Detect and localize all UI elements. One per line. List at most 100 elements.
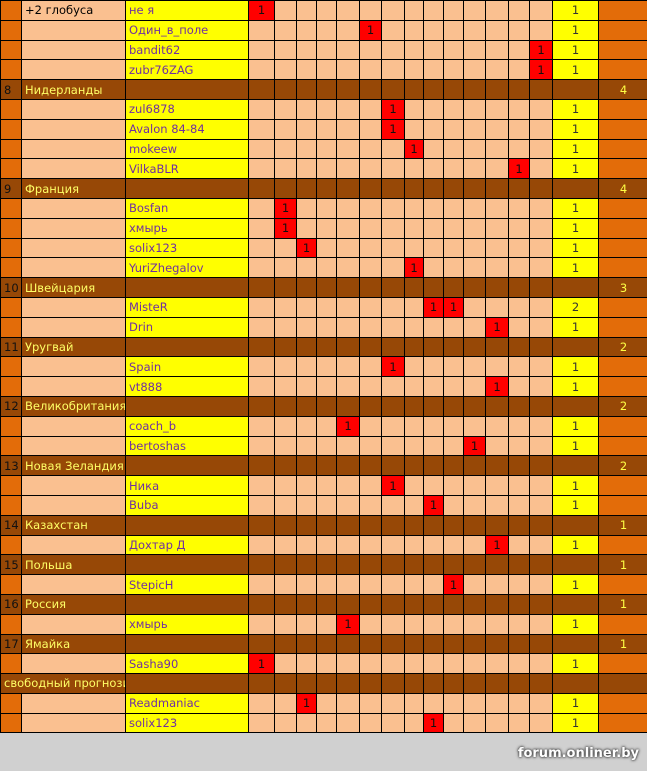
- grid-cell: [316, 653, 337, 675]
- label-cell: [21, 415, 126, 437]
- mark-cell: 1: [336, 613, 360, 635]
- grid-cell: [248, 138, 275, 160]
- grid-cell: [274, 158, 297, 180]
- grid-cell: [423, 158, 444, 180]
- grid-cell: [404, 316, 424, 338]
- grid-cell: [443, 19, 464, 41]
- grid-cell: [336, 395, 360, 417]
- grid-cell: [316, 692, 337, 714]
- rank-cell: [0, 356, 22, 378]
- grid-cell: [381, 376, 405, 397]
- grid-cell: [296, 376, 317, 397]
- label-cell: [21, 534, 126, 556]
- grid-cell: [404, 217, 424, 239]
- mark-cell: 1: [404, 257, 424, 279]
- mark-cell: 1: [529, 39, 553, 61]
- grid-cell: [359, 0, 382, 21]
- player-row: MisteR 1 1 2: [0, 296, 647, 318]
- name-cell: [125, 336, 249, 358]
- side-cell: [598, 237, 647, 259]
- mark-cell: 1: [296, 237, 317, 259]
- grid-cell: [423, 138, 444, 160]
- grid-cell: [508, 514, 530, 536]
- grid-cell: [508, 633, 530, 655]
- grid-cell: [485, 435, 509, 457]
- grid-cell: [485, 217, 509, 239]
- grid-cell: [248, 98, 275, 120]
- grid-cell: [404, 0, 424, 21]
- rank-cell: [0, 712, 22, 734]
- player-row: Sasha90 1 1: [0, 653, 647, 675]
- grid-cell: [336, 0, 360, 21]
- grid-cell: [381, 415, 405, 437]
- grid-cell: [508, 613, 530, 635]
- grid-cell: [529, 673, 553, 694]
- grid-cell: [296, 98, 317, 120]
- rank-cell: [0, 217, 22, 239]
- grid-cell: [359, 455, 382, 477]
- grid-cell: [443, 197, 464, 219]
- grid-cell: [248, 554, 275, 576]
- grid-cell: [463, 0, 486, 21]
- grid-cell: [336, 316, 360, 338]
- label-cell: [21, 257, 126, 279]
- grid-cell: [423, 277, 444, 298]
- grid-cell: [359, 395, 382, 417]
- grid-cell: [529, 395, 553, 417]
- mark-cell: 1: [423, 296, 444, 318]
- grid-cell: [359, 79, 382, 100]
- player-total: 1: [552, 692, 599, 714]
- player-row: Drin 1 1: [0, 316, 647, 338]
- grid-cell: [404, 395, 424, 417]
- player-name: MisteR: [125, 296, 249, 318]
- side-cell: [598, 475, 647, 496]
- predictions-table: +2 глобуса не я 1 1 Один_в_поле 1 1 bandit62 1 1 z…: [0, 0, 647, 734]
- grid-cell: [463, 376, 486, 397]
- grid-cell: [404, 435, 424, 457]
- grid-cell: [359, 277, 382, 298]
- grid-cell: [443, 613, 464, 635]
- grid-cell: [485, 178, 509, 199]
- grid-cell: [463, 653, 486, 675]
- grid-cell: [485, 415, 509, 437]
- grid-cell: [248, 475, 275, 496]
- country-name: Уругвай: [21, 336, 126, 358]
- side-cell: [598, 613, 647, 635]
- grid-cell: [274, 494, 297, 516]
- grid-cell: [248, 178, 275, 199]
- grid-cell: [529, 277, 553, 298]
- player-row: YuriZhegalov 1 1: [0, 257, 647, 279]
- grid-cell: [529, 435, 553, 457]
- label-cell: [21, 158, 126, 180]
- grid-cell: [381, 593, 405, 615]
- player-total: 1: [552, 534, 599, 556]
- country-count: 4: [598, 178, 647, 199]
- grid-cell: [404, 653, 424, 675]
- player-total: 1: [552, 613, 599, 635]
- player-name: хмырь: [125, 217, 249, 239]
- grid-cell: [274, 98, 297, 120]
- grid-cell: [274, 395, 297, 417]
- grid-cell: [296, 296, 317, 318]
- grid-cell: [336, 98, 360, 120]
- grid-cell: [316, 494, 337, 516]
- grid-cell: [423, 217, 444, 239]
- country-rank: 16: [0, 593, 22, 615]
- mark-cell: 1: [404, 138, 424, 160]
- label-cell: [21, 376, 126, 397]
- grid-cell: [248, 395, 275, 417]
- side-cell: [598, 98, 647, 120]
- grid-cell: [381, 39, 405, 61]
- grid-cell: [381, 633, 405, 655]
- grid-cell: [423, 435, 444, 457]
- grid-cell: [404, 534, 424, 556]
- player-row: VilkaBLR 1 1: [0, 158, 647, 180]
- grid-cell: [423, 395, 444, 417]
- grid-cell: [508, 435, 530, 457]
- grid-cell: [274, 79, 297, 100]
- grid-cell: [423, 19, 444, 41]
- player-total: 1: [552, 237, 599, 259]
- grid-cell: [359, 593, 382, 615]
- grid-cell: [404, 197, 424, 219]
- grid-cell: [316, 158, 337, 180]
